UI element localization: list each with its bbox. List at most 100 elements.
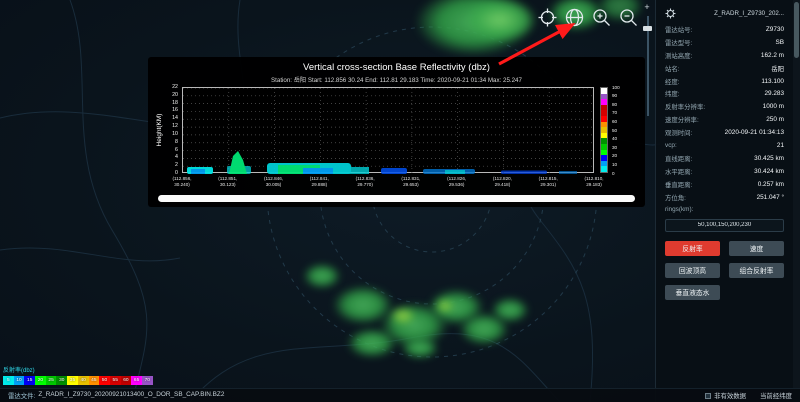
y-axis-tick: 22 [172, 84, 178, 90]
x-axis-tick: (112.836, 29.770) [355, 176, 375, 187]
x-axis-tick: (112.856, 30.240) [172, 176, 192, 187]
panel-row: 测站高度: 162.2 m [665, 49, 784, 62]
chart-scrollbar[interactable] [158, 195, 635, 202]
page-scrollbar[interactable] [793, 0, 800, 402]
y-axis-tick: 18 [172, 99, 178, 106]
rings-label: rings(km): [665, 206, 694, 214]
y-axis-tick: 4 [175, 154, 178, 161]
y-axis-tick: 16 [172, 107, 178, 114]
colorbar-label: 10 [612, 161, 618, 167]
panel-row-value: 30.424 km [754, 167, 784, 175]
panel-row-value: 113.100 [761, 77, 784, 85]
panel-row-label: 直线距离: [665, 155, 693, 163]
panel-row-label: 垂直距离: [665, 181, 693, 189]
panel-row-label: 雷达站号: [665, 26, 693, 34]
radar-file-label: 雷达文件: [8, 393, 36, 400]
x-axis-tick: (112.820, 29.418) [492, 176, 512, 187]
panel-row-value: 1000 m [762, 103, 784, 111]
panel-row-label: 方位角: [665, 194, 686, 202]
panel-row-label: 纬度: [665, 91, 680, 99]
panel-row: 速度分辨率: 250 m [665, 113, 784, 126]
panel-row: 水平距离: 30.424 km [665, 165, 784, 178]
colorbar-label: 30 [612, 144, 618, 150]
colorbar-segment [601, 132, 607, 139]
legend-swatch: 20 [35, 376, 46, 385]
y-axis-tick: 6 [175, 146, 178, 153]
colorbar-segment [601, 121, 607, 128]
zoom-in-icon[interactable] [591, 7, 612, 28]
echo-top-button[interactable]: 回波顶高 [665, 262, 720, 278]
legend-swatch: 60 [120, 376, 132, 385]
map-zoom-slider[interactable] [646, 16, 649, 116]
x-axis-tick: (112.831, 29.653) [401, 176, 421, 187]
colorbar-label: 60 [612, 118, 618, 124]
y-axis-tick: 0 [175, 170, 178, 176]
scrollbar-handle[interactable] [794, 2, 799, 58]
panel-row-label: 反射率分辨率: [665, 104, 706, 112]
chart-plot-area [182, 87, 595, 174]
colorbar-segment [601, 88, 607, 94]
legend-swatch: 40 [77, 376, 89, 385]
panel-title: Z_RADR_I_Z9730_202... [714, 9, 784, 17]
invalid-data-toggle[interactable]: 非有效数据 [705, 391, 746, 400]
velocity-button[interactable]: 速度 [729, 240, 784, 256]
reflectivity-button[interactable]: 反射率 [665, 240, 720, 256]
y-axis-tick: 10 [172, 130, 178, 137]
panel-row: 纬度: 29.283 [665, 87, 784, 100]
panel-row-value: 21 [776, 141, 784, 149]
panel-row: 观测时间: 2020-09-21 01:34:13 [665, 126, 784, 139]
chart-subtitle: Station: 岳阳 Start: 112.856 30.24 End: 11… [271, 77, 522, 84]
reflectivity-legend: 反射率(dbz) 5 10 15 20 25 30 35 40 45 50 55 60 65 70 [3, 365, 153, 385]
panel-row: 雷达型号: SB [665, 36, 784, 49]
legend-swatch: 45 [88, 376, 100, 385]
colorbar-label: 70 [612, 110, 618, 116]
zoom-out-icon[interactable] [618, 7, 639, 28]
current-coords-label: 当前经纬度 [760, 393, 792, 400]
crosshair-icon[interactable] [537, 7, 558, 28]
panel-row-label: 站名: [665, 65, 680, 73]
y-axis-tick: 8 [175, 138, 178, 145]
x-axis-tick: (112.846, 30.005) [264, 176, 284, 187]
chart-title: Vertical cross-section Base Reflectivity… [303, 62, 490, 73]
panel-row-label: 观测时间: [665, 130, 693, 138]
gear-icon[interactable] [665, 8, 676, 19]
x-axis-tick: (112.815, 29.301) [538, 176, 558, 187]
chart-colorbar [600, 87, 608, 173]
colorbar-segment [601, 110, 607, 116]
legend-title: 反射率(dbz) [3, 368, 35, 374]
panel-row: 垂直距离: 0.257 km [665, 178, 784, 191]
legend-strip: 5 10 15 20 25 30 35 40 45 50 55 60 65 70 [3, 376, 153, 385]
colorbar-label: 50 [612, 127, 618, 133]
colorbar-label: 100 [612, 84, 620, 90]
composite-reflectivity-button[interactable]: 组合反射率 [729, 262, 784, 278]
y-axis-tick: 2 [175, 162, 178, 169]
panel-row-value: 0.257 km [757, 180, 784, 188]
panel-row-value: 29.283 [764, 90, 784, 98]
panel-row-value: 162.2 m [760, 51, 784, 59]
colorbar-label: 90 [612, 93, 618, 99]
vil-button[interactable]: 垂直液态水 [665, 284, 720, 300]
rings-input[interactable] [665, 218, 784, 232]
legend-swatch: 65 [131, 376, 142, 385]
colorbar-label: 80 [612, 101, 618, 107]
panel-row: 雷达站号: Z9730 [665, 23, 784, 36]
radar-file-info: 雷达文件: Z_RADR_I_Z9730_20200921013400_O_DO… [8, 391, 224, 400]
y-axis-tick: 14 [172, 115, 178, 122]
capture-icon[interactable] [564, 7, 585, 28]
zoom-plus-button[interactable]: + [644, 2, 650, 12]
colorbar-label: 40 [612, 136, 618, 142]
x-axis-tick: (112.841, 29.888) [309, 176, 329, 187]
invalid-data-checkbox[interactable] [705, 392, 712, 399]
legend-swatch: 5 [3, 376, 14, 385]
panel-row-value: 251.047 ° [756, 193, 784, 201]
panel-row-label: vcp: [665, 141, 677, 149]
colorbar-segment [601, 104, 607, 111]
legend-swatch: 50 [99, 376, 110, 385]
map-zoom-handle[interactable] [643, 26, 652, 31]
panel-row: vcp: 21 [665, 139, 784, 152]
invalid-data-label: 非有效数据 [714, 393, 747, 400]
panel-row-value: 2020-09-21 01:34:13 [724, 129, 784, 137]
colorbar-segment [601, 143, 607, 150]
panel-row: 站名: 岳阳 [665, 62, 784, 75]
